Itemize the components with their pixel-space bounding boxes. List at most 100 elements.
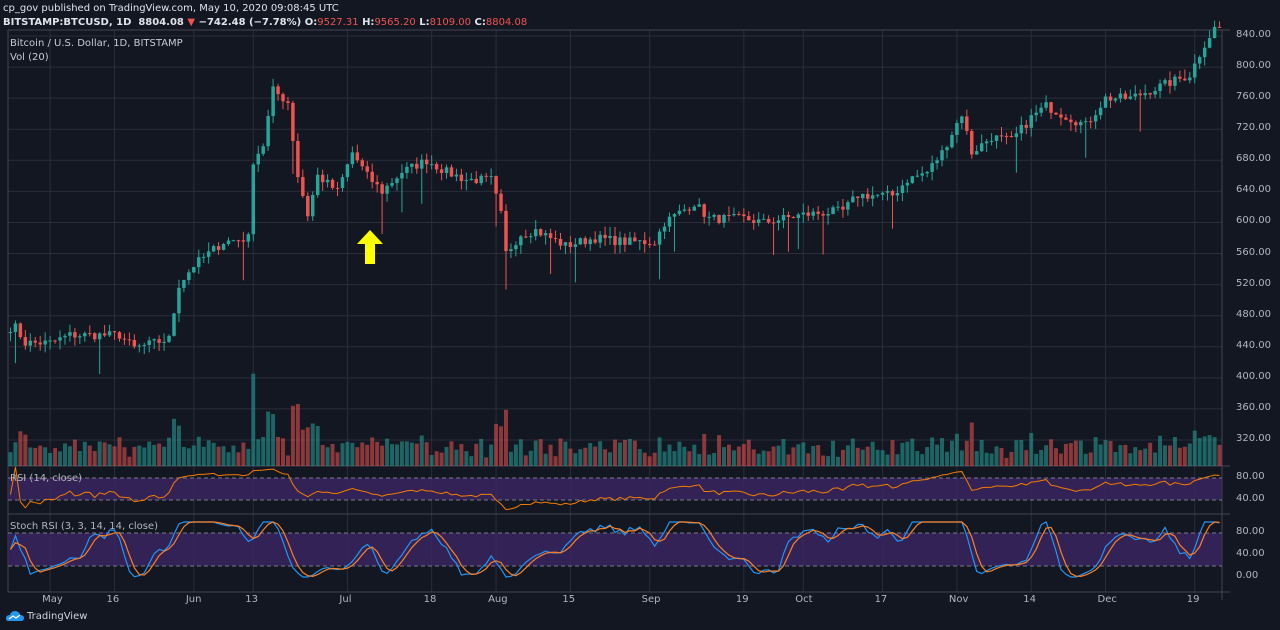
candle <box>439 169 444 173</box>
volume-bar <box>1128 453 1133 466</box>
candle <box>187 272 191 281</box>
tradingview-logo[interactable]: TradingView <box>6 610 87 622</box>
stoch-tick-label: 40.00 <box>1236 548 1265 559</box>
rsi-tick-label: 40.00 <box>1236 493 1265 504</box>
candle <box>172 313 176 336</box>
candle <box>603 234 607 239</box>
volume-bar <box>48 452 53 466</box>
volume-bar <box>320 444 325 466</box>
candle <box>647 244 652 246</box>
volume-bar <box>1029 432 1034 466</box>
volume-bar <box>335 452 340 466</box>
stoch-tick-label: 0.00 <box>1236 570 1259 581</box>
candle <box>717 214 721 223</box>
candle <box>206 251 211 257</box>
candle <box>677 210 682 215</box>
volume-bar <box>637 449 642 466</box>
candle <box>1064 117 1068 120</box>
time-tick-label: May <box>42 594 63 605</box>
volume-bar <box>1049 439 1054 466</box>
candle <box>365 166 369 172</box>
volume-bar <box>162 446 167 466</box>
volume-bar <box>850 438 855 466</box>
time-tick-label: Jul <box>339 594 352 605</box>
volume-bar <box>390 444 395 466</box>
volume-bar <box>375 441 380 466</box>
volume-bar <box>33 447 38 466</box>
candle <box>464 180 469 182</box>
candle <box>469 178 474 181</box>
candle <box>776 220 781 223</box>
high-value: 9565.20 <box>374 17 416 28</box>
volume-bar <box>176 425 181 466</box>
candle <box>925 171 929 174</box>
candle <box>593 239 597 243</box>
volume-bar <box>1063 443 1068 466</box>
candle <box>33 340 37 343</box>
volume-bar <box>251 373 256 466</box>
candle <box>147 340 151 345</box>
volume-bar <box>281 438 285 466</box>
volume-bar <box>855 447 860 466</box>
candle <box>533 229 538 237</box>
volume-bar <box>1068 443 1073 466</box>
volume-bar <box>632 440 637 466</box>
volume-bar <box>261 437 266 466</box>
volume-bar <box>528 450 533 466</box>
volume-bar <box>1019 439 1024 466</box>
close-label: C: <box>474 17 486 28</box>
candle <box>821 213 825 216</box>
volume-label: Vol (20) <box>10 52 49 63</box>
volume-bar <box>1143 448 1148 466</box>
candle <box>568 242 573 247</box>
candle <box>999 135 1004 137</box>
volume-bar <box>925 447 930 466</box>
candle <box>459 174 464 182</box>
volume-bar <box>513 444 518 466</box>
volume-bar <box>652 452 657 466</box>
volume-bar <box>583 447 588 466</box>
candle <box>107 331 112 336</box>
volume-bar <box>667 444 672 466</box>
candle <box>38 342 42 345</box>
candle <box>687 209 692 211</box>
candle <box>157 339 161 343</box>
volume-bar <box>647 456 652 466</box>
candle <box>974 151 979 155</box>
candle <box>1054 112 1058 115</box>
volume-bar <box>276 436 281 466</box>
volume-bar <box>474 443 479 466</box>
volume-bar <box>751 449 756 466</box>
candle <box>771 222 776 224</box>
candle <box>48 340 52 342</box>
price-change: −742.48 (−7.78%) <box>198 17 302 28</box>
candle <box>836 206 840 208</box>
candle <box>940 150 944 161</box>
candle <box>429 164 434 166</box>
candle <box>994 135 999 141</box>
volume-bar <box>1058 453 1063 466</box>
volume-bar <box>1014 440 1019 466</box>
volume-bar <box>786 454 791 466</box>
candle <box>831 207 835 215</box>
volume-bar <box>285 455 290 466</box>
volume-bar <box>454 449 459 466</box>
candle <box>380 184 384 194</box>
volume-bar <box>1138 450 1143 466</box>
candle <box>1207 38 1212 48</box>
candle <box>18 323 23 338</box>
candle <box>53 340 57 342</box>
volume-bar <box>211 442 216 466</box>
candle <box>875 194 880 196</box>
volume-bar <box>677 441 682 466</box>
price-tick-label: 520.00 <box>1236 277 1271 289</box>
candle <box>23 337 28 346</box>
candle <box>102 333 107 336</box>
candle <box>514 245 518 250</box>
candle <box>628 237 632 245</box>
candle <box>697 204 701 207</box>
candle <box>1059 114 1063 118</box>
volume-bar <box>935 444 940 466</box>
volume-bar <box>657 437 662 466</box>
